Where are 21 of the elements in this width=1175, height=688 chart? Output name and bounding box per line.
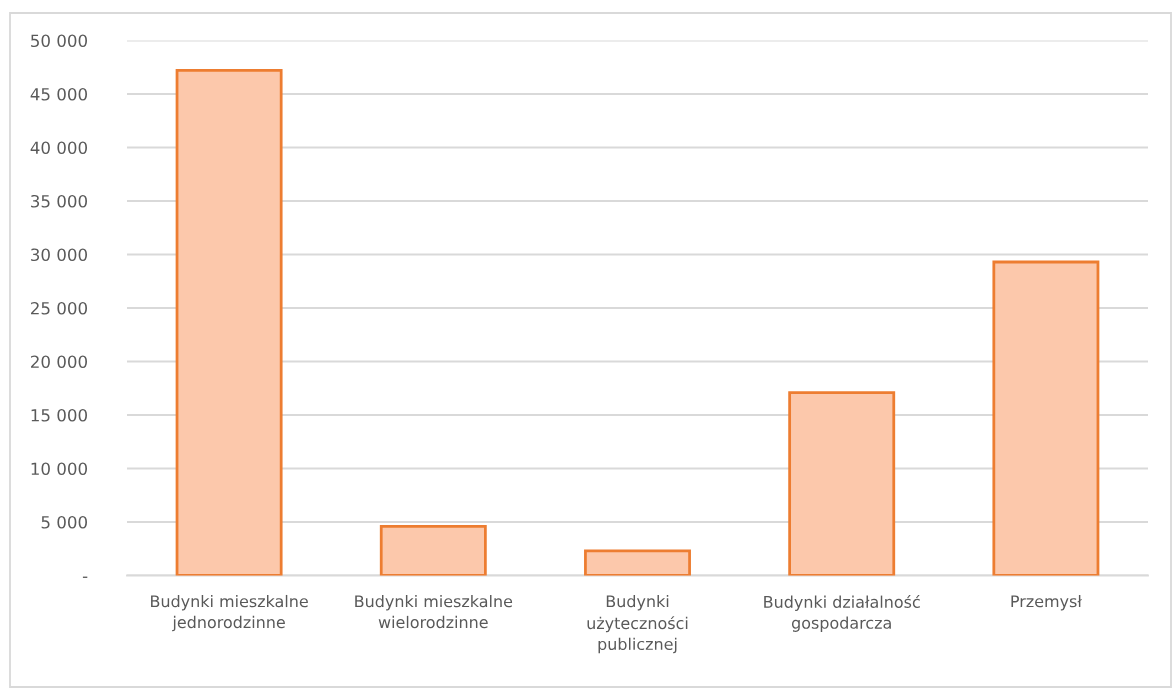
x-tick-label: Budynki użyteczności publicznej (587, 594, 688, 654)
y-tick-label: 10 000 (31, 462, 87, 476)
y-tick-label: 25 000 (31, 301, 87, 315)
y-tick-label: 40 000 (30, 141, 87, 155)
y-tick-label: 20 000 (31, 355, 87, 369)
bar (175, 69, 283, 576)
x-tick-label: Przemysł (1011, 594, 1082, 611)
x-tick-label: Budynki działalność gospodarcza (764, 594, 920, 632)
bar (788, 391, 896, 576)
y-tick-label: 50 000 (31, 34, 87, 48)
bar (992, 260, 1100, 576)
y-tick-label: 30 000 (31, 248, 87, 262)
y-tick-label: 45 000 (30, 87, 87, 101)
x-tick-label: Budynki mieszkalne jednorodzinne (151, 594, 308, 632)
y-tick-label: 15 000 (31, 408, 87, 422)
y-tick-label: - (82, 576, 88, 578)
y-tick-label: 35 000 (31, 194, 87, 208)
bar (379, 524, 487, 576)
y-tick-label: 5 000 (41, 515, 87, 529)
x-tick-label: Budynki mieszkalne wielorodzinne (355, 594, 513, 629)
bar (584, 549, 691, 576)
